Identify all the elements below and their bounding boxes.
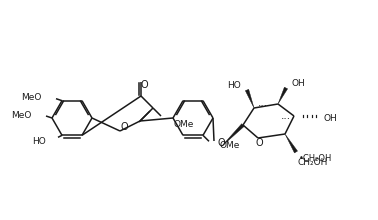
Text: OMe: OMe [173,119,194,128]
Polygon shape [221,124,244,147]
Text: O: O [140,80,148,90]
Text: O: O [255,138,263,148]
Polygon shape [278,87,288,104]
Text: MeO: MeO [22,93,42,102]
Text: ···: ··· [281,114,291,124]
Text: OH: OH [324,114,338,123]
Text: CH₂OH: CH₂OH [298,158,328,167]
Text: HO: HO [32,137,46,146]
Text: •CH₂OH: •CH₂OH [299,154,332,163]
Polygon shape [245,89,254,108]
Text: OMe: OMe [219,141,239,150]
Text: OH: OH [292,79,306,88]
Text: O: O [120,122,128,132]
Text: O: O [217,138,225,148]
Text: HO: HO [227,81,241,90]
Polygon shape [285,134,297,153]
Text: MeO: MeO [12,110,32,119]
Text: ···: ··· [258,101,268,111]
